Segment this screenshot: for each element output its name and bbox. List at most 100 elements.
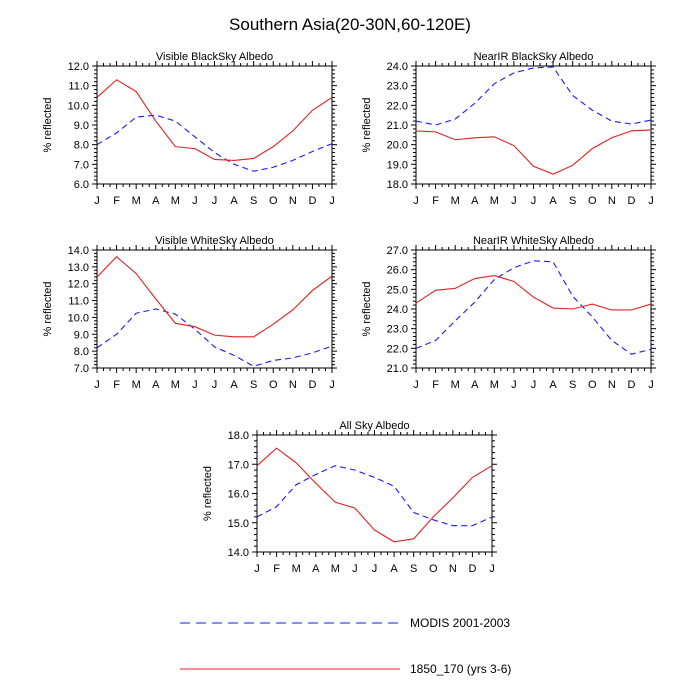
x-tick-label: O <box>588 379 597 391</box>
x-tick-label: N <box>289 195 297 207</box>
y-tick-label: 9.0 <box>74 329 89 341</box>
x-tick-label: D <box>627 379 635 391</box>
x-tick-label: S <box>569 195 576 207</box>
x-tick-label: O <box>269 379 278 391</box>
x-tick-label: A <box>230 379 238 391</box>
x-tick-label: J <box>511 379 517 391</box>
panel-title: NearIR BlackSky Albedo <box>474 51 594 63</box>
y-tick-label: 18.0 <box>228 430 249 442</box>
panel-title: Visible WhiteSky Albedo <box>155 235 273 247</box>
x-tick-label: J <box>212 379 218 391</box>
series-line-modis <box>256 465 493 527</box>
x-tick-label: J <box>372 563 378 575</box>
y-tick-label: 11.0 <box>68 81 89 93</box>
x-tick-label: J <box>413 195 419 207</box>
x-tick-label: D <box>308 379 316 391</box>
x-tick-label: J <box>192 195 198 207</box>
x-tick-label: M <box>132 195 141 207</box>
chart-panel-2: Visible WhiteSky Albedo % reflected 7.0 8.0… <box>42 235 337 391</box>
y-axis-label: % reflected <box>361 97 373 152</box>
y-tick-label: 16.0 <box>228 489 249 501</box>
x-tick-label: F <box>432 195 439 207</box>
x-tick-label: A <box>390 563 398 575</box>
y-tick-label: 18.0 <box>387 179 408 191</box>
y-axis-label: % reflected <box>42 97 54 152</box>
x-tick-label: J <box>531 195 537 207</box>
x-tick-label: F <box>432 379 439 391</box>
x-tick-label: J <box>329 379 335 391</box>
x-tick-label: A <box>152 195 160 207</box>
y-tick-label: 25.0 <box>387 284 408 296</box>
y-axis-label: % reflected <box>202 466 214 521</box>
x-tick-label: A <box>471 379 479 391</box>
y-tick-label: 8.0 <box>74 346 89 358</box>
x-tick-label: A <box>549 195 557 207</box>
y-tick-label: 26.0 <box>387 265 408 277</box>
x-tick-label: M <box>171 195 180 207</box>
chart-panel-4: All Sky Albedo % reflected 14.0 15.0 16.0 17.… <box>202 420 497 575</box>
y-tick-label: 22.0 <box>387 343 408 355</box>
x-tick-label: S <box>410 563 417 575</box>
y-tick-label: 14.0 <box>68 245 89 257</box>
y-axis-label: % reflected <box>42 281 54 336</box>
series-line-modis <box>415 260 652 355</box>
y-tick-label: 12.0 <box>68 61 89 73</box>
x-tick-label: N <box>608 195 616 207</box>
y-tick-label: 21.0 <box>387 363 408 375</box>
legend-label-model: 1850_170 (yrs 3-6) <box>410 662 511 676</box>
x-tick-label: F <box>113 195 120 207</box>
legend: MODIS 2001-2003 1850_170 (yrs 3-6) <box>180 616 511 676</box>
x-tick-label: J <box>329 195 335 207</box>
y-tick-label: 23.0 <box>387 81 408 93</box>
series-line-modis <box>96 308 333 367</box>
x-tick-label: N <box>608 379 616 391</box>
x-tick-label: F <box>113 379 120 391</box>
x-tick-label: J <box>94 379 100 391</box>
x-tick-label: S <box>250 379 257 391</box>
series-line-model <box>415 129 652 175</box>
x-tick-label: S <box>569 379 576 391</box>
y-tick-label: 10.0 <box>68 312 89 324</box>
legend-label-modis: MODIS 2001-2003 <box>410 616 510 630</box>
y-tick-label: 14.0 <box>228 547 249 559</box>
x-tick-label: A <box>312 563 320 575</box>
y-tick-label: 9.0 <box>74 120 89 132</box>
y-tick-label: 8.0 <box>74 140 89 152</box>
x-tick-label: O <box>429 563 438 575</box>
x-tick-label: J <box>511 195 517 207</box>
series-line-model <box>415 275 652 311</box>
y-tick-label: 21.0 <box>387 120 408 132</box>
x-tick-label: J <box>94 195 100 207</box>
x-tick-label: D <box>468 563 476 575</box>
x-tick-label: M <box>451 379 460 391</box>
x-tick-label: J <box>413 379 419 391</box>
y-tick-label: 12.0 <box>68 279 89 291</box>
y-tick-label: 7.0 <box>74 159 89 171</box>
x-tick-label: O <box>588 195 597 207</box>
x-tick-label: M <box>490 379 499 391</box>
chart-panel-0: Visible BlackSky Albedo % reflected 6.0 7.0… <box>42 51 337 207</box>
plot-frame <box>415 249 652 369</box>
series-line-modis <box>415 66 652 126</box>
panel-title: Visible BlackSky Albedo <box>156 51 273 63</box>
x-tick-label: S <box>250 195 257 207</box>
x-tick-label: J <box>192 379 198 391</box>
x-tick-label: J <box>648 195 654 207</box>
y-tick-label: 24.0 <box>387 304 408 316</box>
x-tick-label: O <box>269 195 278 207</box>
x-tick-label: J <box>648 379 654 391</box>
x-tick-label: A <box>230 195 238 207</box>
plot-frame <box>96 249 333 369</box>
x-tick-label: F <box>273 563 280 575</box>
chart-panel-3: NearIR WhiteSky Albedo % reflected 21.0 22.… <box>361 235 656 391</box>
x-tick-label: D <box>627 195 635 207</box>
x-tick-label: A <box>152 379 160 391</box>
y-tick-label: 11.0 <box>68 296 89 308</box>
x-tick-label: J <box>531 379 537 391</box>
x-tick-label: D <box>308 195 316 207</box>
series-line-modis <box>96 114 333 172</box>
plot-frame <box>96 65 333 185</box>
x-tick-label: A <box>471 195 479 207</box>
panel-title: All Sky Albedo <box>339 420 409 432</box>
